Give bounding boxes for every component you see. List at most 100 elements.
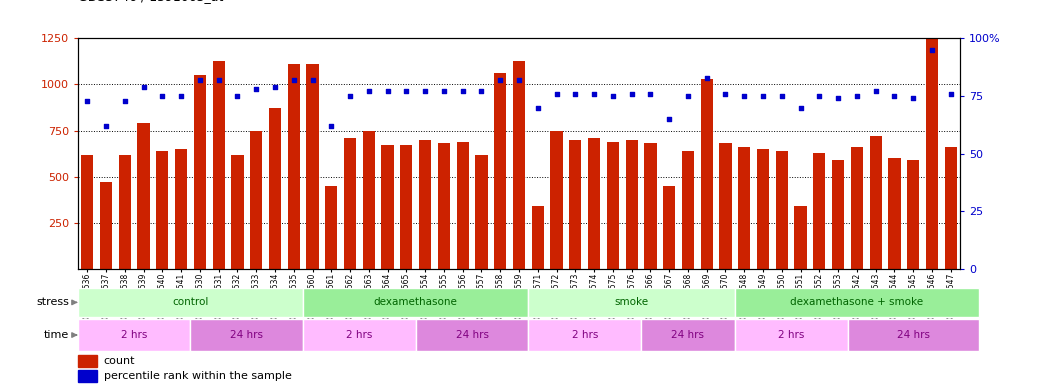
Text: 2 hrs: 2 hrs — [572, 330, 598, 340]
Bar — [813, 153, 825, 269]
Point — [886, 93, 903, 99]
Point — [135, 84, 152, 90]
Point — [811, 93, 827, 99]
Point — [829, 95, 846, 101]
Text: 24 hrs: 24 hrs — [230, 330, 264, 340]
Bar — [78, 355, 97, 367]
Point — [398, 88, 414, 94]
Bar — [194, 75, 206, 269]
Point — [154, 93, 170, 99]
Point — [229, 93, 246, 99]
Bar — [78, 370, 97, 382]
Text: smoke: smoke — [614, 297, 649, 308]
Point — [323, 123, 339, 129]
Bar — [641, 319, 735, 351]
Bar — [513, 61, 525, 269]
Bar — [682, 151, 694, 269]
Bar — [832, 160, 844, 269]
Text: 24 hrs: 24 hrs — [456, 330, 489, 340]
Bar — [701, 79, 713, 269]
Point — [661, 116, 678, 122]
Point — [379, 88, 395, 94]
Bar — [926, 38, 938, 269]
Point — [172, 93, 189, 99]
Bar — [250, 131, 263, 269]
Text: count: count — [104, 356, 135, 366]
Bar — [81, 154, 93, 269]
Point — [529, 104, 546, 111]
Point — [342, 93, 358, 99]
Point — [755, 93, 771, 99]
Point — [116, 98, 133, 104]
Point — [868, 88, 884, 94]
Bar — [663, 186, 676, 269]
Bar — [735, 288, 979, 317]
Bar — [419, 140, 431, 269]
Bar — [78, 319, 191, 351]
Bar — [945, 147, 957, 269]
Point — [736, 93, 753, 99]
Point — [267, 84, 283, 90]
Point — [455, 88, 471, 94]
Bar — [870, 136, 881, 269]
Bar — [645, 144, 656, 269]
Bar — [137, 123, 149, 269]
Bar — [775, 151, 788, 269]
Bar — [288, 64, 300, 269]
Bar — [118, 154, 131, 269]
Point — [436, 88, 453, 94]
Bar — [325, 186, 337, 269]
Bar — [382, 145, 393, 269]
Text: dexamethasone: dexamethasone — [374, 297, 458, 308]
Text: control: control — [172, 297, 209, 308]
Point — [717, 91, 734, 97]
Text: percentile rank within the sample: percentile rank within the sample — [104, 371, 292, 381]
Bar — [889, 158, 901, 269]
Point — [585, 91, 602, 97]
Text: 24 hrs: 24 hrs — [897, 330, 930, 340]
Text: 2 hrs: 2 hrs — [121, 330, 147, 340]
Bar — [528, 288, 735, 317]
Point — [624, 91, 640, 97]
Bar — [306, 64, 319, 269]
Bar — [550, 131, 563, 269]
Point — [680, 93, 696, 99]
Bar — [269, 108, 281, 269]
Bar — [191, 319, 303, 351]
Bar — [457, 142, 469, 269]
Bar — [494, 73, 507, 269]
Bar — [157, 151, 168, 269]
Bar — [100, 182, 112, 269]
Bar — [213, 61, 225, 269]
Point — [924, 47, 940, 53]
Point — [473, 88, 490, 94]
Bar — [738, 147, 750, 269]
Text: 2 hrs: 2 hrs — [778, 330, 804, 340]
Bar — [907, 160, 920, 269]
Point — [98, 123, 114, 129]
Point — [492, 77, 509, 83]
Bar — [626, 140, 637, 269]
Point — [211, 77, 227, 83]
Bar — [303, 288, 528, 317]
Bar — [569, 140, 581, 269]
Point — [79, 98, 95, 104]
Bar — [607, 142, 619, 269]
Text: time: time — [44, 330, 69, 340]
Text: stress: stress — [36, 297, 69, 308]
Bar — [416, 319, 528, 351]
Point — [548, 91, 565, 97]
Point — [699, 74, 715, 81]
Bar — [401, 145, 412, 269]
Point — [567, 91, 583, 97]
Point — [792, 104, 809, 111]
Text: dexamethasone + smoke: dexamethasone + smoke — [790, 297, 924, 308]
Bar — [362, 131, 375, 269]
Bar — [231, 154, 244, 269]
Point — [943, 91, 959, 97]
Point — [849, 93, 866, 99]
Bar — [719, 144, 732, 269]
Point — [905, 95, 922, 101]
Bar — [794, 206, 807, 269]
Bar — [588, 138, 600, 269]
